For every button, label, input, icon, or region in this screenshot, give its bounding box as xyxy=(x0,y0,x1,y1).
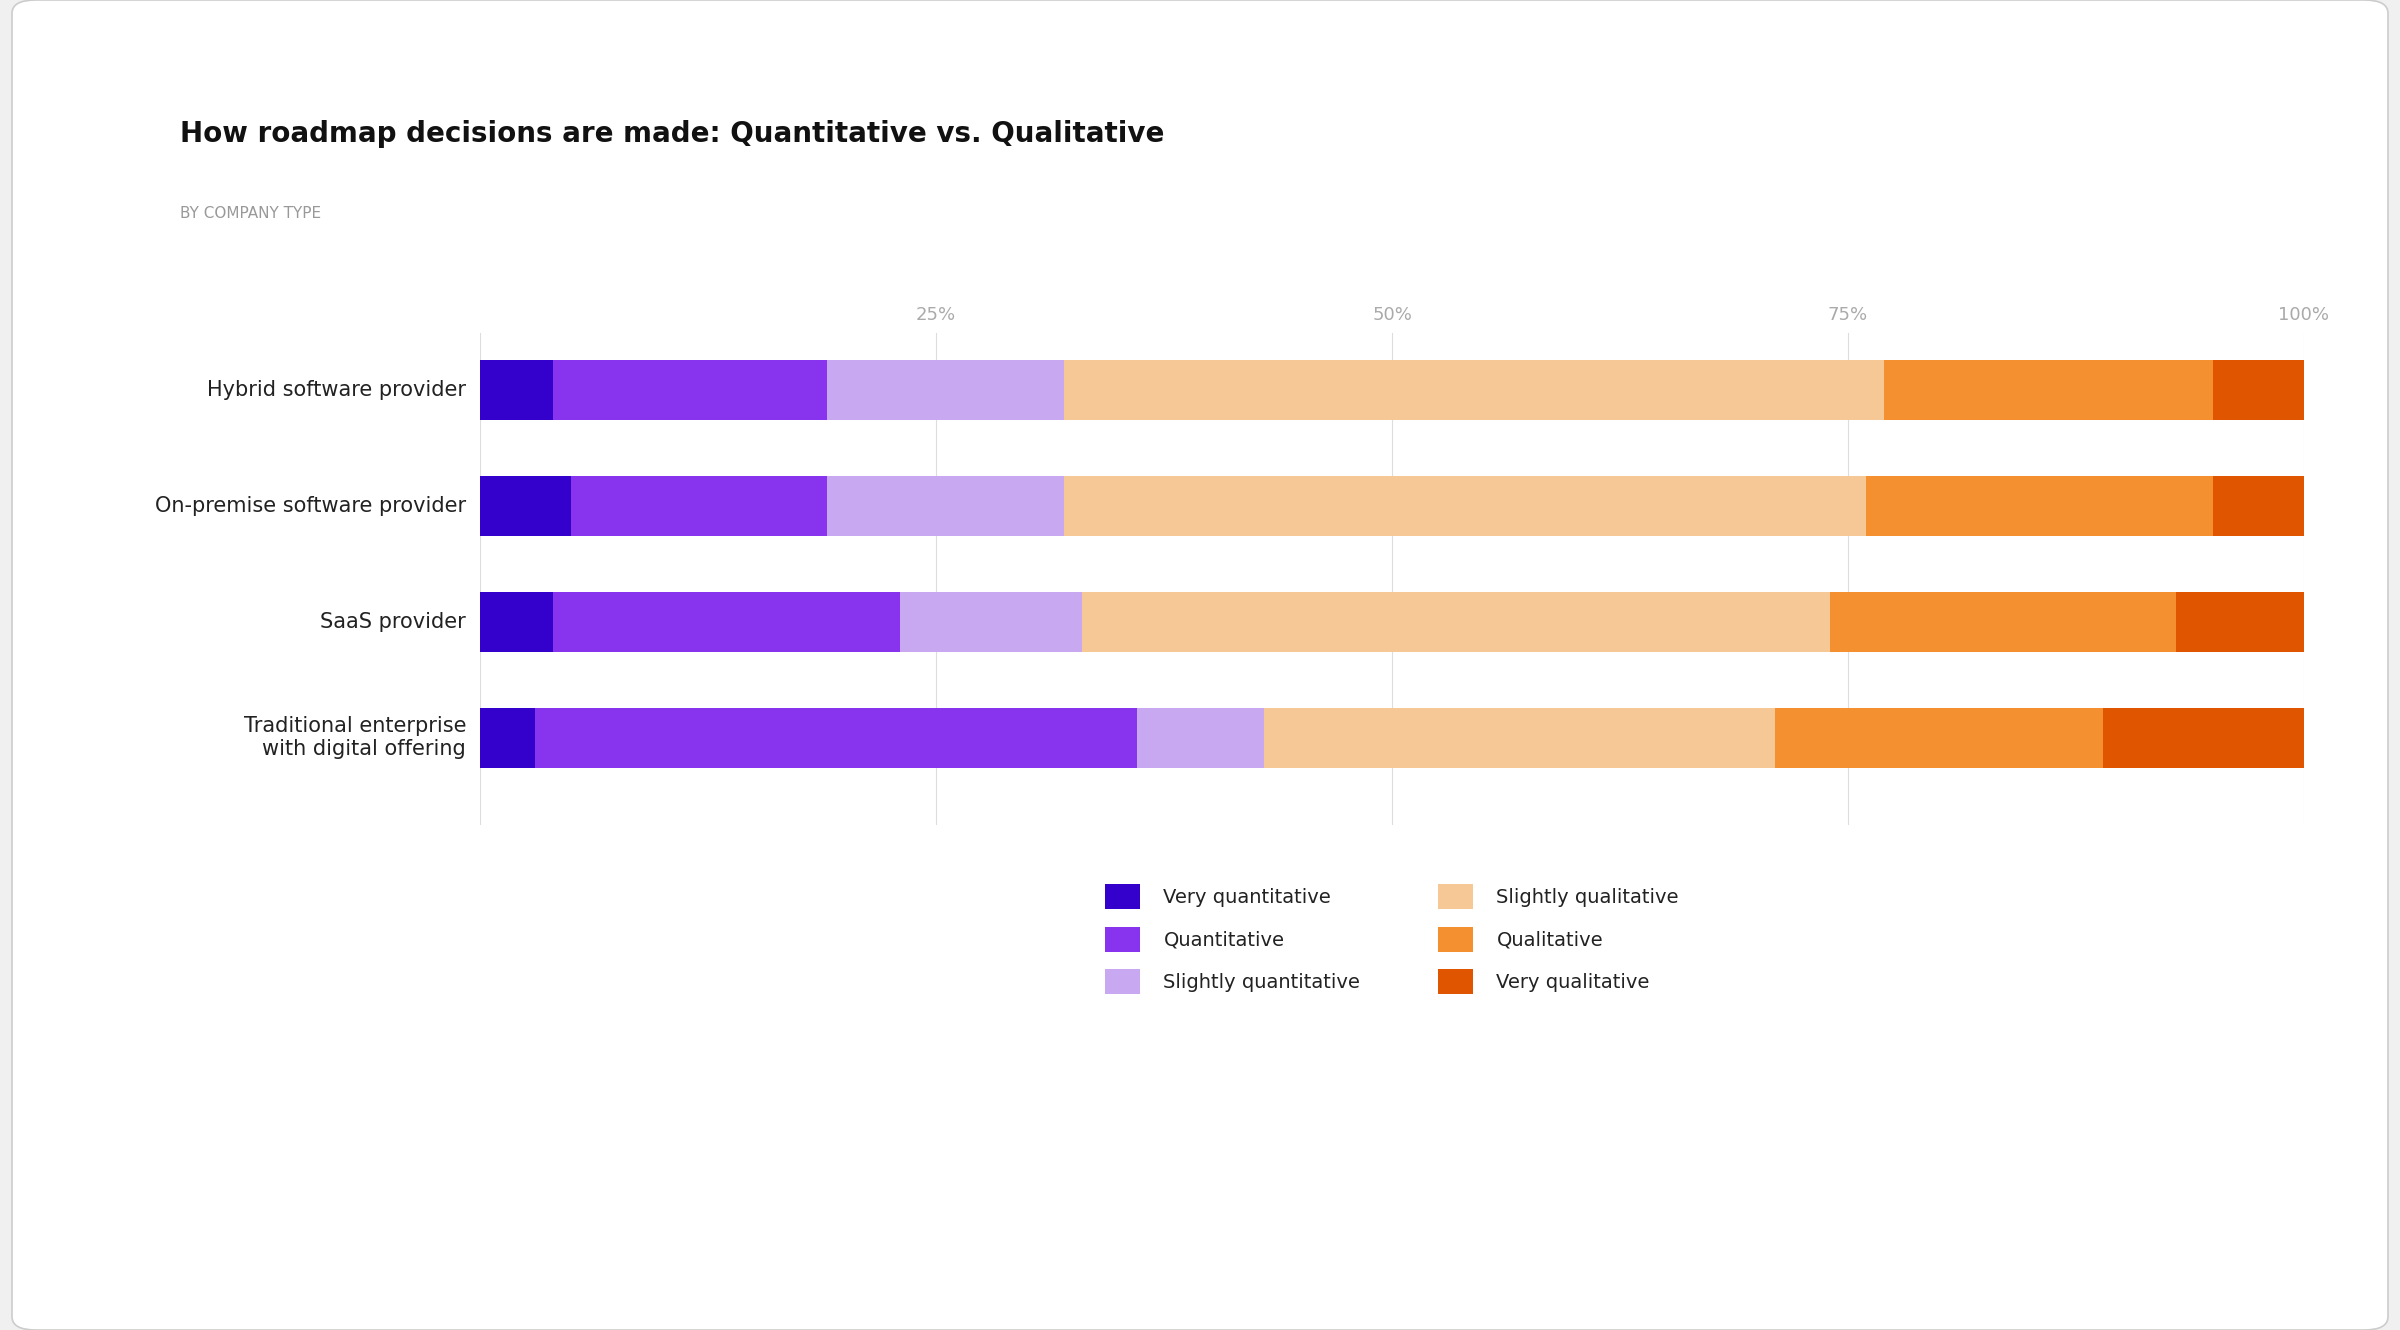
Bar xyxy=(2213,476,2304,536)
Bar xyxy=(552,360,826,420)
Text: How roadmap decisions are made: Quantitative vs. Qualitative: How roadmap decisions are made: Quantita… xyxy=(180,120,1164,148)
Bar xyxy=(1138,708,1265,767)
Bar xyxy=(1867,476,2213,536)
Bar xyxy=(480,592,552,652)
Bar xyxy=(480,360,552,420)
Bar xyxy=(1063,476,1867,536)
Bar xyxy=(2102,708,2304,767)
Bar xyxy=(480,476,571,536)
Bar xyxy=(2177,592,2304,652)
Bar xyxy=(480,708,535,767)
Legend: Very quantitative, Quantitative, Slightly quantitative, Slightly qualitative, Qu: Very quantitative, Quantitative, Slightl… xyxy=(1097,876,1687,1001)
Bar xyxy=(826,476,1063,536)
Bar xyxy=(1776,708,2102,767)
Bar xyxy=(2213,360,2304,420)
Bar xyxy=(1265,708,1776,767)
Bar xyxy=(535,708,1138,767)
Bar xyxy=(900,592,1082,652)
Bar xyxy=(552,592,900,652)
Text: BY COMPANY TYPE: BY COMPANY TYPE xyxy=(180,206,322,221)
Bar xyxy=(1884,360,2213,420)
Bar xyxy=(571,476,826,536)
Bar xyxy=(1829,592,2177,652)
Bar xyxy=(1063,360,1884,420)
Bar xyxy=(826,360,1063,420)
Bar xyxy=(1082,592,1829,652)
